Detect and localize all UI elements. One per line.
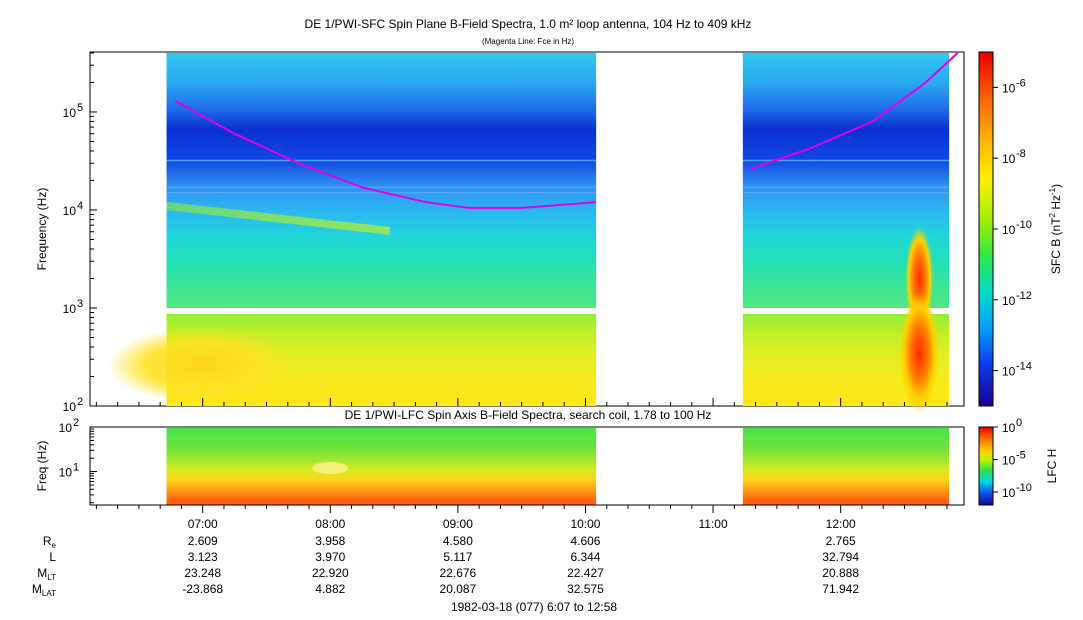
ephemeris-value: 3.123 — [188, 550, 218, 564]
sfc-warm-region — [107, 327, 298, 404]
sfc-subtitle: (Magenta Line: Fce in Hz) — [482, 37, 574, 46]
colorbar-tick-label: 10 — [1002, 152, 1016, 166]
sfc-hot-region — [899, 292, 940, 413]
sfc-y-tick-exp: 2 — [77, 396, 83, 408]
colorbar-tick-exp: -10 — [1016, 219, 1032, 231]
lfc-y-tick-exp: 1 — [73, 462, 79, 474]
time-tick-label: 12:00 — [826, 517, 856, 531]
lfc-bright-spot — [312, 462, 349, 475]
time-tick-label: 09:00 — [443, 517, 473, 531]
colorbar-tick-exp: -6 — [1016, 77, 1026, 89]
time-tick-label: 11:00 — [699, 517, 728, 531]
lfc-block — [742, 428, 950, 505]
ephemeris-value: 32.575 — [567, 582, 604, 596]
colorbar-tick-label: 10 — [1002, 81, 1016, 95]
time-tick-label: 07:00 — [188, 517, 218, 531]
sfc-y-tick-label: 10 — [63, 204, 77, 218]
ephemeris-value: 6.344 — [570, 550, 600, 564]
colorbar-tick-exp: -12 — [1016, 290, 1032, 302]
colorbar-tick-exp: 0 — [1016, 417, 1022, 429]
sfc-y-tick-label: 10 — [63, 400, 77, 414]
lfc-y-tick-label: 10 — [59, 466, 73, 480]
sfc-y-tick-exp: 4 — [77, 200, 83, 212]
sfc-colorbar-strip — [978, 51, 994, 407]
sfc-title: DE 1/PWI-SFC Spin Plane B-Field Spectra,… — [305, 17, 752, 31]
sfc-upper-block — [166, 53, 597, 308]
ephemeris-value: 22.427 — [567, 566, 604, 580]
sfc-x-ticks — [95, 398, 948, 406]
lfc-y-tick-exp: 2 — [73, 417, 79, 429]
ephemeris-value: 3.958 — [315, 534, 345, 548]
colorbar-tick-label: 10 — [1002, 223, 1016, 237]
colorbar-tick-exp: -14 — [1016, 361, 1032, 373]
lfc-title: DE 1/PWI-LFC Spin Axis B-Field Spectra, … — [345, 408, 712, 422]
lfc-colorbar-strip — [978, 426, 994, 506]
colorbar-tick-exp: -5 — [1016, 450, 1026, 462]
lfc-y-tick-label: 10 — [59, 421, 73, 435]
ephemeris-value: -23.868 — [182, 582, 223, 596]
ephemeris-row-label: MLT — [37, 566, 56, 582]
sfc-y-tick-label: 10 — [63, 106, 77, 120]
ephemeris-value: 2.609 — [188, 534, 218, 548]
ephemeris-value: 32.794 — [822, 550, 859, 564]
colorbar-tick-exp: -10 — [1016, 482, 1032, 494]
time-range-caption: 1982-03-18 (077) 6:07 to 12:58 — [451, 600, 617, 614]
ephemeris-value: 22.676 — [440, 566, 477, 580]
ephemeris-row-label: L — [49, 550, 56, 564]
ephemeris-row-label: MLAT — [32, 582, 56, 598]
sfc-y-label: Frequency (Hz) — [35, 188, 49, 271]
ephemeris-value: 2.765 — [826, 534, 856, 548]
fce-magenta-line — [174, 52, 959, 209]
colorbar-tick-label: 10 — [1002, 365, 1016, 379]
colorbar-tick-exp: -8 — [1016, 148, 1026, 160]
ephemeris-table: Re 2.609 3.958 4.580 4.606 2.765 L 3.123 3.970 5.… — [32, 534, 859, 598]
sfc-emission-band — [166, 201, 391, 235]
lfc-spectrogram — [166, 428, 950, 505]
ephemeris-value: 20.888 — [822, 566, 859, 580]
ephemeris-value: 22.920 — [312, 566, 349, 580]
colorbar-tick-label: 10 — [1002, 486, 1016, 500]
colorbar-tick-label: 10 — [1002, 454, 1016, 468]
sfc-colorbar-label: SFC B (nT2 Hz-1) — [1048, 184, 1063, 274]
time-axis: 07:00 08:00 09:00 10:00 11:00 12:00 — [90, 504, 964, 531]
lfc-colorbar-label: LFC H — [1045, 449, 1059, 484]
ephemeris-value: 23.248 — [184, 566, 221, 580]
ephemeris-value: 4.606 — [570, 534, 600, 548]
colorbar-tick-label: 10 — [1002, 294, 1016, 308]
sfc-y-tick-exp: 5 — [77, 102, 83, 114]
ephemeris-value: 3.970 — [315, 550, 345, 564]
ephemeris-value: 20.087 — [440, 582, 477, 596]
time-tick-label: 10:00 — [570, 517, 600, 531]
lfc-y-label: Freq (Hz) — [35, 441, 49, 492]
ephemeris-row-label: Re — [43, 534, 57, 550]
sfc-y-tick-exp: 3 — [77, 298, 83, 310]
ephemeris-value: 4.580 — [443, 534, 473, 548]
ephemeris-value: 4.882 — [315, 582, 345, 596]
time-tick-label: 08:00 — [315, 517, 345, 531]
colorbar-tick-label: 10 — [1002, 421, 1016, 435]
sfc-y-tick-label: 10 — [63, 302, 77, 316]
ephemeris-value: 71.942 — [822, 582, 859, 596]
ephemeris-value: 5.117 — [443, 550, 472, 564]
sfc-spectrogram — [107, 53, 950, 413]
lfc-block — [166, 428, 597, 505]
